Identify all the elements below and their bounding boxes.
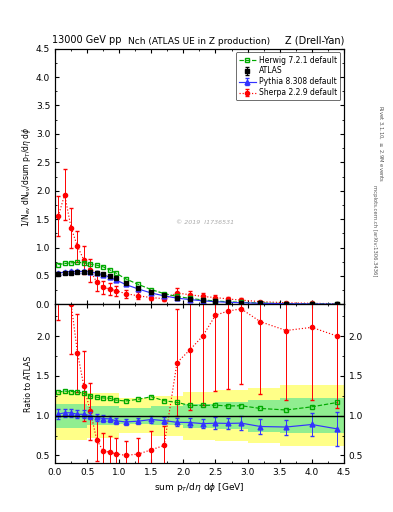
Herwig 7.2.1 default: [284, 301, 288, 307]
Herwig 7.2.1 default: [82, 260, 86, 266]
Herwig 7.2.1 default: [114, 270, 118, 276]
Legend: Herwig 7.2.1 default, ATLAS, Pythia 8.308 default, Sherpa 2.2.9 default: Herwig 7.2.1 default, ATLAS, Pythia 8.30…: [236, 52, 340, 100]
Herwig 7.2.1 default: [309, 301, 314, 307]
Herwig 7.2.1 default: [88, 261, 93, 267]
Herwig 7.2.1 default: [226, 298, 231, 305]
Herwig 7.2.1 default: [56, 262, 61, 268]
Text: Rivet 3.1.10, $\geq$ 2.9M events: Rivet 3.1.10, $\geq$ 2.9M events: [376, 105, 384, 182]
Text: mcplots.cern.ch [arXiv:1306.3436]: mcplots.cern.ch [arXiv:1306.3436]: [372, 185, 376, 276]
Herwig 7.2.1 default: [335, 301, 340, 307]
X-axis label: sum p$_T$/d$\eta$ d$\phi$ [GeV]: sum p$_T$/d$\eta$ d$\phi$ [GeV]: [154, 481, 245, 495]
Herwig 7.2.1 default: [239, 300, 244, 306]
Herwig 7.2.1 default: [187, 295, 192, 302]
Herwig 7.2.1 default: [123, 276, 128, 282]
Herwig 7.2.1 default: [62, 261, 67, 267]
Line: Herwig 7.2.1 default: Herwig 7.2.1 default: [56, 260, 340, 306]
Text: 13000 GeV pp: 13000 GeV pp: [52, 35, 121, 45]
Herwig 7.2.1 default: [107, 267, 112, 273]
Herwig 7.2.1 default: [258, 300, 263, 306]
Herwig 7.2.1 default: [174, 293, 179, 300]
Herwig 7.2.1 default: [94, 262, 99, 268]
Text: © 2019  I1736531: © 2019 I1736531: [176, 220, 234, 225]
Text: Z (Drell-Yan): Z (Drell-Yan): [285, 35, 344, 45]
Herwig 7.2.1 default: [69, 260, 73, 266]
Herwig 7.2.1 default: [136, 282, 141, 288]
Text: Nch (ATLAS UE in Z production): Nch (ATLAS UE in Z production): [129, 37, 270, 46]
Y-axis label: Ratio to ATLAS: Ratio to ATLAS: [24, 356, 33, 412]
Herwig 7.2.1 default: [101, 264, 105, 270]
Herwig 7.2.1 default: [149, 287, 154, 293]
Herwig 7.2.1 default: [213, 298, 218, 304]
Herwig 7.2.1 default: [75, 259, 80, 265]
Herwig 7.2.1 default: [200, 297, 205, 303]
Herwig 7.2.1 default: [162, 290, 167, 296]
Y-axis label: 1/N$_{ev}$ dN$_{ev}$/dsum p$_T$/d$\eta$ d$\phi$: 1/N$_{ev}$ dN$_{ev}$/dsum p$_T$/d$\eta$ …: [20, 126, 33, 227]
